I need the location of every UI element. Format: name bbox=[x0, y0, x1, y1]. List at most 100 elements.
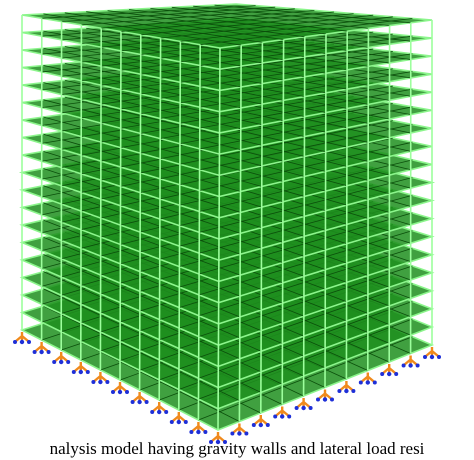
slab-grid bbox=[200, 18, 413, 46]
slab-grid bbox=[160, 14, 374, 39]
support-node bbox=[164, 410, 169, 414]
support bbox=[32, 342, 51, 355]
support-node bbox=[39, 349, 44, 355]
support-node bbox=[372, 380, 377, 385]
support-arm bbox=[93, 372, 108, 382]
column bbox=[99, 28, 102, 371]
support-node bbox=[209, 440, 213, 444]
support-node bbox=[189, 430, 194, 434]
support bbox=[130, 392, 149, 405]
slab-grid bbox=[199, 159, 413, 212]
slab-grid bbox=[199, 53, 413, 87]
column bbox=[178, 41, 182, 411]
support bbox=[52, 352, 71, 365]
support-node bbox=[308, 406, 313, 410]
column bbox=[197, 44, 201, 421]
support-node bbox=[280, 414, 285, 419]
support-arm bbox=[15, 332, 29, 342]
support bbox=[358, 372, 377, 385]
column bbox=[324, 33, 327, 388]
slab-grid bbox=[199, 124, 413, 171]
support bbox=[230, 423, 249, 436]
support bbox=[423, 347, 441, 360]
support-arm bbox=[113, 382, 127, 392]
slab-grid bbox=[198, 212, 413, 275]
support-node bbox=[215, 439, 221, 445]
support-node bbox=[169, 420, 174, 424]
support-arm bbox=[296, 398, 311, 408]
support-arm bbox=[254, 415, 268, 425]
support-arm bbox=[425, 347, 439, 357]
support-node bbox=[13, 340, 17, 344]
supports bbox=[13, 332, 441, 445]
column bbox=[119, 31, 122, 381]
slab-grid bbox=[179, 102, 393, 145]
slab-grid bbox=[198, 247, 413, 317]
support-arm bbox=[318, 389, 332, 400]
support-node bbox=[330, 397, 334, 402]
support bbox=[91, 372, 110, 385]
support-node bbox=[294, 406, 299, 410]
support-arm bbox=[152, 402, 166, 412]
column bbox=[345, 31, 349, 380]
support-node bbox=[130, 400, 135, 404]
support bbox=[150, 402, 169, 415]
slab-grid bbox=[199, 141, 413, 192]
support-node bbox=[387, 371, 392, 377]
support-arm bbox=[211, 432, 225, 442]
column bbox=[259, 42, 264, 414]
support-node bbox=[401, 363, 406, 368]
support-node bbox=[46, 350, 51, 354]
support-node bbox=[59, 359, 64, 365]
support-node bbox=[105, 380, 110, 384]
support-node bbox=[183, 420, 188, 424]
slab-grid bbox=[180, 51, 393, 83]
slab-grid bbox=[171, 6, 369, 29]
slab-grid bbox=[199, 88, 413, 129]
support-node bbox=[223, 440, 227, 444]
slab-grid bbox=[193, 5, 390, 26]
support bbox=[169, 412, 188, 425]
column bbox=[158, 38, 162, 401]
slab-grid bbox=[199, 194, 413, 254]
column bbox=[238, 45, 242, 422]
support-node bbox=[380, 372, 385, 376]
slab-grid bbox=[198, 300, 413, 379]
slab-grid bbox=[128, 9, 327, 35]
support-arm bbox=[132, 392, 147, 402]
support-node bbox=[244, 431, 249, 436]
support bbox=[294, 398, 313, 411]
slab-grid bbox=[179, 137, 393, 186]
support-node bbox=[273, 414, 278, 419]
support-node bbox=[111, 390, 115, 394]
support-arm bbox=[275, 406, 289, 417]
support-arm bbox=[361, 372, 375, 383]
support-node bbox=[32, 350, 37, 354]
support-arm bbox=[172, 412, 186, 422]
support-node bbox=[150, 410, 155, 414]
support-node bbox=[316, 397, 320, 402]
support-node bbox=[52, 360, 57, 364]
support bbox=[209, 432, 227, 445]
support-arm bbox=[191, 422, 206, 432]
column bbox=[80, 24, 83, 361]
support-node bbox=[78, 369, 83, 375]
support bbox=[273, 406, 292, 419]
slab-grid bbox=[160, 31, 374, 59]
support-node bbox=[196, 429, 201, 435]
support-node bbox=[437, 355, 441, 359]
support-arm bbox=[382, 364, 396, 374]
support bbox=[71, 362, 90, 375]
column bbox=[281, 39, 285, 405]
support-arm bbox=[232, 423, 247, 434]
slab-grid bbox=[198, 318, 413, 400]
support-node bbox=[117, 389, 123, 395]
support-node bbox=[27, 340, 31, 344]
support-node bbox=[344, 388, 349, 394]
slab-grid bbox=[180, 68, 393, 104]
support-node bbox=[91, 380, 96, 384]
support bbox=[401, 355, 420, 368]
support-node bbox=[322, 397, 328, 402]
support-node bbox=[237, 431, 242, 436]
support-node bbox=[98, 379, 103, 385]
